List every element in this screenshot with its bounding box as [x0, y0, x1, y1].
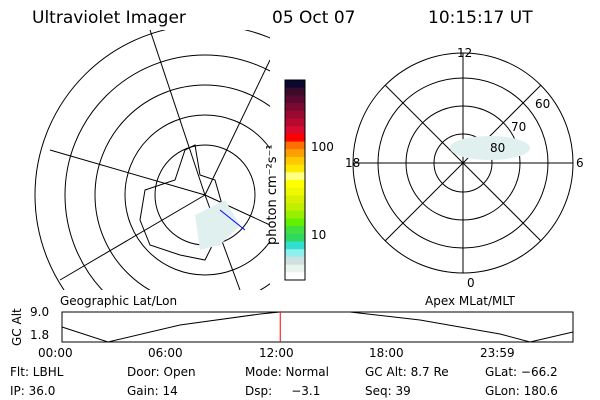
status-dsp: Dsp: −3.1	[245, 384, 321, 398]
status-filter: Flt: LBHL	[10, 365, 64, 379]
mlt-label-0: 0	[467, 276, 475, 290]
colorbar-segment	[285, 172, 305, 181]
colorbar-segment	[285, 110, 305, 119]
xtick: 12:00	[259, 346, 294, 360]
status-mode: Mode: Normal	[245, 365, 329, 379]
colorbar-segment	[285, 241, 305, 250]
xtick: 23:59	[480, 346, 515, 360]
colorbar-segment	[285, 87, 305, 96]
colorbar-segment	[285, 126, 305, 135]
geographic-map	[34, 30, 270, 290]
colorbar-segment	[285, 264, 305, 273]
colorbar-segment	[285, 272, 305, 281]
colorbar-segment	[285, 141, 305, 150]
altplot-ymax: 9.0	[30, 305, 50, 319]
time: 10:15:17 UT	[428, 8, 533, 28]
colorbar-segment	[285, 149, 305, 158]
colorbar-segment	[285, 133, 305, 143]
colorbar-segment	[285, 103, 305, 112]
colorbar-segment	[285, 95, 305, 104]
mlat-label-70: 70	[511, 120, 527, 134]
apex-label: Apex MLat/MLT	[425, 294, 515, 308]
colorbar-segment	[285, 156, 305, 166]
colorbar-segment	[285, 249, 305, 258]
colorbar-segment	[285, 180, 305, 189]
status-gain: Gain: 14	[127, 384, 178, 398]
apex-polar-plot	[352, 52, 574, 274]
colorbar-segment	[285, 187, 305, 196]
colorbar-segment	[285, 203, 305, 212]
status-door: Door: Open	[127, 365, 196, 379]
colorbar-segment	[285, 218, 305, 227]
altitude-curve	[61, 311, 574, 343]
colorbar-segment	[285, 210, 305, 219]
date: 05 Oct 07	[272, 8, 356, 28]
colorbar-segment	[285, 226, 305, 235]
colorbar-segment	[285, 256, 305, 266]
colorbar-segment	[285, 195, 305, 204]
mlt-label-12: 12	[457, 46, 473, 60]
status-glat: GLat: −66.2	[485, 365, 558, 379]
altplot-ylabel: GC Alt	[10, 308, 24, 346]
colorbar-label: photon cm⁻²s⁻¹	[265, 144, 280, 245]
xtick: 06:00	[148, 346, 183, 360]
colorbar-segment	[285, 164, 305, 173]
colorbar-tick: 100	[311, 140, 334, 154]
colorbar-segment	[285, 233, 305, 243]
colorbar-segment	[285, 118, 305, 127]
status-gc-alt: GC Alt: 8.7 Re	[365, 365, 449, 379]
status-ip: IP: 36.0	[10, 384, 56, 398]
geographic-label: Geographic Lat/Lon	[60, 294, 178, 308]
status-glon: GLon: 180.6	[485, 384, 558, 398]
app-title: Ultraviolet Imager	[32, 8, 186, 28]
colorbar-tick: 10	[311, 228, 327, 242]
mlat-label-60: 60	[535, 97, 551, 111]
altitude-plot-frame	[61, 311, 574, 343]
colorbar-frame	[284, 79, 306, 281]
xtick: 18:00	[369, 346, 404, 360]
xtick: 00:00	[38, 346, 73, 360]
colorbar	[284, 79, 306, 281]
mlt-label-18: 18	[345, 156, 361, 170]
colorbar-segment	[285, 80, 305, 89]
status-seq: Seq: 39	[365, 384, 411, 398]
mlt-label-6: 6	[576, 156, 584, 170]
mlat-label-80: 80	[490, 141, 506, 155]
altplot-ymin: 1.8	[30, 328, 50, 342]
